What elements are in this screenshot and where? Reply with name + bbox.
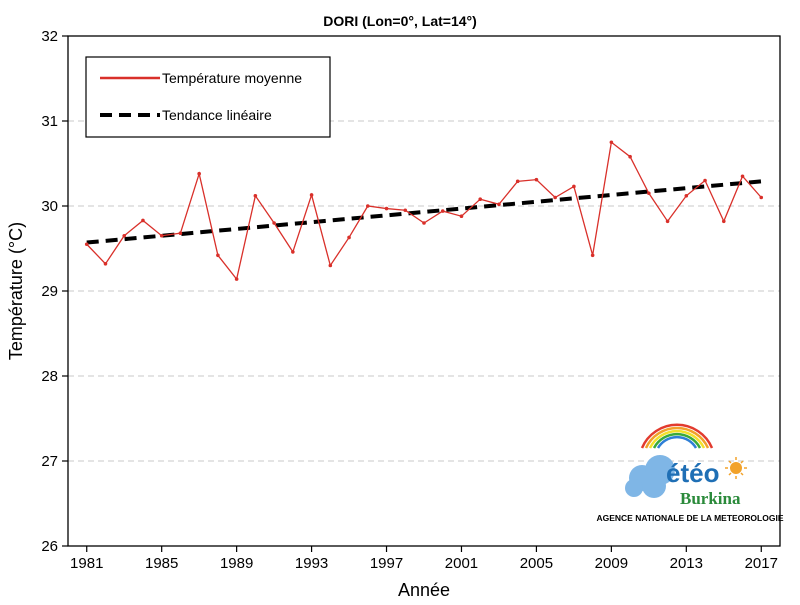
x-tick-label: 1985 (145, 555, 178, 572)
data-point (647, 191, 651, 196)
data-point (440, 209, 445, 213)
rainbow-arc-blue (656, 435, 698, 449)
data-point (103, 262, 108, 266)
x-tick-label: 1997 (370, 555, 403, 572)
data-point (497, 202, 501, 207)
data-point (740, 174, 745, 179)
data-point (572, 184, 576, 189)
x-tick-label: 2005 (520, 555, 553, 572)
y-tick-label: 27 (41, 453, 58, 470)
y-axis-label: Température (°C) (6, 222, 26, 360)
data-point (365, 204, 370, 208)
series-line-trend (86, 179, 762, 245)
data-point (328, 263, 333, 268)
data-point (253, 194, 258, 198)
legend-box (85, 56, 331, 138)
y-tick-label: 28 (41, 368, 58, 385)
data-point (703, 178, 707, 183)
x-axis-label: Année (398, 580, 450, 600)
data-point (309, 193, 314, 197)
rainbow-arc-green (652, 432, 702, 449)
x-tick-label: 2013 (670, 555, 703, 572)
data-point (515, 179, 520, 184)
rainbow-arc-yellow (648, 429, 706, 449)
y-tick-label: 30 (41, 198, 58, 215)
y-tick-label: 29 (41, 283, 58, 300)
rainbow-arc-red (640, 423, 714, 449)
data-point (347, 235, 351, 240)
x-tick-label: 1981 (70, 555, 103, 572)
x-tick-label: 2017 (745, 555, 778, 572)
data-point (590, 253, 595, 258)
x-tick-label: 2009 (595, 555, 628, 572)
data-point (234, 277, 239, 281)
x-tick-label: 1989 (220, 555, 253, 572)
cloud-icon (625, 455, 675, 498)
data-point (609, 140, 614, 145)
x-axis: 1981 1985 1989 1993 1997 2001 2005 2009 2013 2017 (70, 546, 778, 572)
logo-sub: Burkina (680, 489, 741, 508)
rainbow-arc-orange (644, 426, 710, 449)
y-tick-label: 26 (41, 538, 58, 555)
logo-agency: AGENCE NATIONALE DE LA METEOROLOGIE (596, 513, 783, 523)
y-tick-label: 31 (41, 113, 58, 130)
grid-lines (68, 120, 780, 462)
data-point (403, 208, 408, 213)
sun-icon (725, 457, 747, 479)
data-point (534, 177, 539, 182)
y-tick-label: 32 (41, 28, 58, 45)
data-point (628, 154, 632, 159)
x-tick-label: 2001 (445, 555, 478, 572)
data-point (178, 231, 183, 235)
y-axis: 26 27 28 29 30 31 32 (41, 28, 68, 555)
data-point (291, 250, 295, 254)
data-point (159, 233, 164, 238)
chart-title: DORI (Lon=0°, Lat=14°) (323, 13, 477, 29)
data-point (478, 197, 483, 201)
legend: Température moyenne Tendance linéaire (85, 56, 331, 138)
data-point (721, 219, 726, 224)
data-point (84, 242, 89, 247)
x-tick-label: 1993 (295, 555, 328, 572)
data-point (759, 195, 764, 200)
data-point (459, 214, 464, 218)
data-point (684, 194, 689, 198)
data-point (665, 219, 670, 224)
data-point (122, 233, 127, 238)
data-point (553, 195, 557, 200)
series-line-temperature (86, 141, 762, 281)
legend-label-trend: Tendance linéaire (162, 107, 272, 123)
logo-word: étéo (666, 458, 719, 488)
data-point (141, 218, 145, 223)
data-point (272, 221, 276, 225)
series-layer (84, 140, 764, 281)
data-point (197, 171, 201, 176)
legend-label-temperature: Température moyenne (162, 70, 302, 86)
data-point (216, 253, 220, 258)
meteo-burkina-logo: étéo Burkina AGENCE NATIONALE DE LA METE… (596, 423, 784, 523)
data-point (384, 206, 389, 211)
data-point (422, 221, 426, 225)
